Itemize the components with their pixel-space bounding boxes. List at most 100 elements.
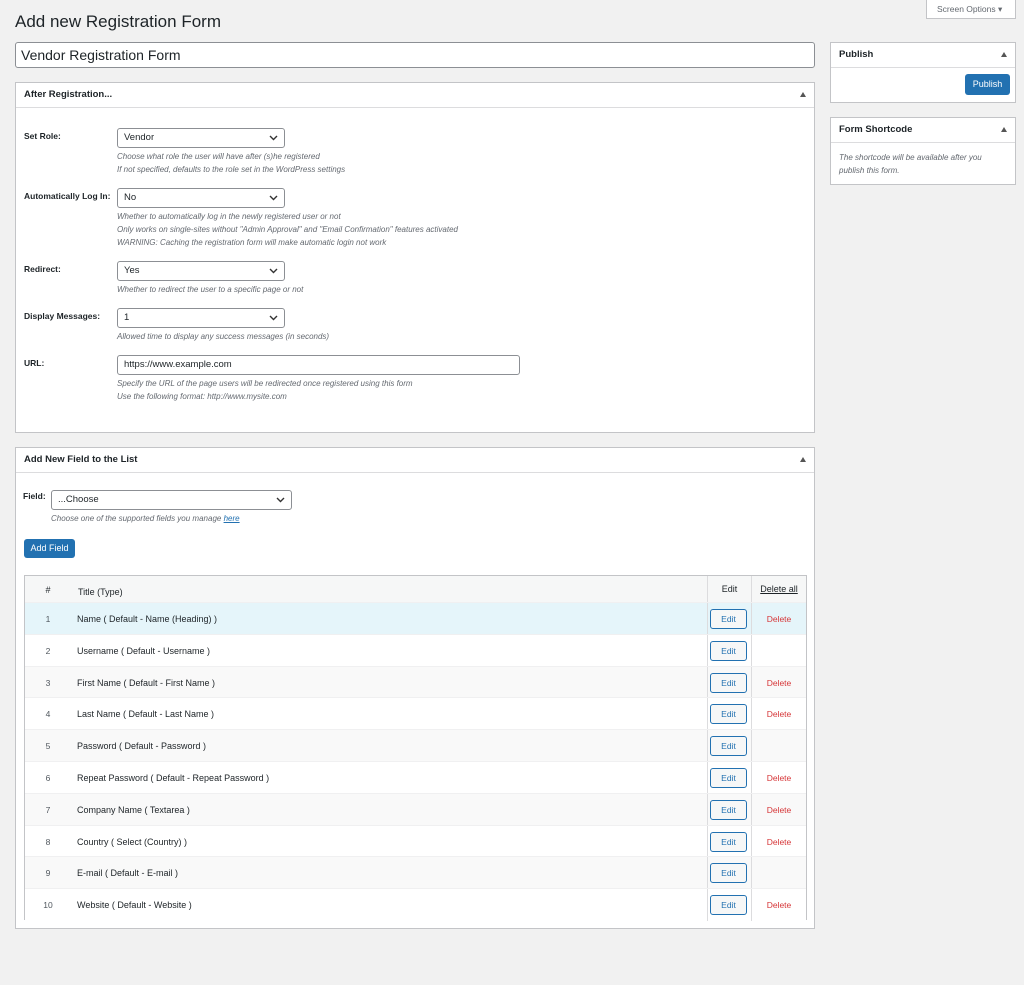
publish-box: Publish Publish (830, 42, 1016, 103)
screen-options-label: Screen Options (937, 4, 996, 14)
table-row: 4 Last Name ( Default - Last Name ) Edit De… (25, 697, 806, 731)
row-number: 6 (45, 773, 51, 783)
chevron (269, 135, 278, 141)
field-help: Allowed time to display any success mess… (117, 332, 330, 341)
help-link[interactable]: here (223, 514, 240, 523)
field-help: Specify the URL of the page users will b… (117, 379, 413, 388)
field-label: URL: (24, 358, 45, 368)
table-header: # Title (Type) Edit Delete all (25, 576, 806, 603)
delete-all[interactable]: Delete all (760, 584, 798, 594)
box-title-text: Form Shortcode (839, 124, 913, 135)
table-row: 1 Name ( Default - Name (Heading) ) Edit De… (25, 602, 806, 635)
table-row: 7 Company Name ( Textarea ) Edit Delete (25, 792, 806, 826)
shortcode-text: The shortcode will be available after yo… (839, 153, 982, 175)
row-title: Name ( Default - Name (Heading) ) (77, 614, 218, 624)
col-divider (707, 793, 752, 826)
col-divider (707, 666, 752, 699)
select-value: https://www.example.com (124, 359, 232, 370)
url-input[interactable]: https://www.example.com (117, 355, 520, 375)
select-value: 1 (124, 312, 130, 323)
row-number: 7 (45, 804, 51, 815)
role-select[interactable]: Vendor (117, 128, 285, 148)
edit-button[interactable]: Edit (710, 863, 747, 884)
edit-button[interactable]: Edit (710, 799, 747, 820)
field-select[interactable]: ...Choose (51, 490, 292, 510)
box-title-text: Publish (839, 49, 874, 60)
field-help: If not specified, defaults to the role s… (117, 165, 346, 174)
row-title: First Name ( Default - First Name ) (77, 677, 216, 688)
row-number: 4 (45, 709, 51, 720)
delete-link[interactable]: Delete (766, 677, 792, 688)
select-value: Yes (124, 265, 140, 276)
select-value: ...Choose (58, 494, 99, 505)
role-select[interactable]: 1 (117, 308, 285, 328)
col-divider (707, 762, 752, 794)
field-label: Automatically Log In: (24, 191, 111, 201)
box-title: After Registration... (16, 83, 814, 108)
screen-options[interactable]: Screen Options ▾ (926, 0, 1016, 19)
edit-button[interactable]: Edit (710, 895, 747, 916)
delete-link[interactable]: Delete (766, 900, 792, 911)
col-divider (707, 698, 752, 731)
shortcode-box: Form Shortcode The shortcode will be ava… (830, 117, 1016, 185)
edit-button[interactable]: Edit (710, 831, 747, 852)
select-value: Vendor (124, 132, 155, 143)
page-title: Add new Registration Form (15, 12, 221, 31)
fields-table: # Title (Type) Edit Delete all 1 Name ( D… (24, 575, 807, 922)
field-label: Display Messages: (24, 311, 101, 321)
table-row: 6 Repeat Password ( Default - Repeat Pass… (25, 761, 806, 794)
edit-button[interactable]: Edit (710, 768, 747, 788)
add-field-button[interactable]: Add Field (24, 539, 75, 558)
edit-button[interactable]: Edit (710, 609, 747, 629)
chevron (269, 195, 278, 201)
row-title: Username ( Default - Username ) (77, 645, 211, 656)
table-row: 2 Username ( Default - Username ) Edit (25, 633, 806, 667)
box-title: Form Shortcode (831, 118, 1015, 143)
delete-link[interactable]: Delete (766, 614, 792, 624)
header-cell: Title (Type) (78, 587, 123, 597)
edit-button[interactable]: Edit (710, 736, 747, 757)
edit-button[interactable]: Edit (710, 640, 747, 661)
form-title-input[interactable]: Vendor Registration Form (15, 42, 815, 68)
field-help: Only works on single-sites without "Admi… (117, 225, 458, 234)
row-title: Country ( Select (Country) ) (77, 836, 188, 847)
chevron (276, 497, 285, 503)
col-divider (707, 857, 752, 890)
publish-button[interactable]: Publish (965, 74, 1010, 95)
help-text: Choose one of the supported fields you m… (51, 514, 222, 523)
header-cell: # (45, 585, 51, 595)
row-number: 1 (45, 614, 51, 624)
col-divider (707, 825, 752, 858)
field-help: Choose what role the user will have afte… (117, 152, 320, 161)
table-row: 5 Password ( Default - Password ) Edit (25, 729, 806, 763)
role-select[interactable]: Yes (117, 261, 285, 281)
field-help: Use the following format: http://www.mys… (117, 392, 287, 401)
role-select[interactable]: No (117, 188, 285, 208)
row-title: Website ( Default - Website ) (77, 900, 192, 911)
field-label: Redirect: (24, 264, 61, 274)
chevron (269, 268, 278, 274)
field-help: Whether to automatically log in the newl… (117, 212, 341, 221)
field-help: Choose one of the supported fields you m… (51, 514, 240, 523)
row-number: 8 (45, 836, 51, 847)
delete-link[interactable]: Delete (766, 709, 792, 720)
select-value: No (124, 192, 137, 203)
box-title: Publish (831, 43, 1015, 68)
delete-link[interactable]: Delete (766, 804, 792, 815)
delete-link[interactable]: Delete (766, 773, 792, 783)
row-number: 3 (45, 677, 51, 688)
table-row: 10 Website ( Default - Website ) Edit Delet… (25, 888, 806, 922)
row-title: Company Name ( Textarea ) (77, 804, 190, 815)
edit-button[interactable]: Edit (710, 704, 747, 725)
box-title-text: Add New Field to the List (24, 454, 138, 465)
table-row: 3 First Name ( Default - First Name ) Edit… (25, 665, 806, 699)
edit-button[interactable]: Edit (710, 672, 747, 693)
after-registration-box: After Registration... Set Role: Vendor Cho… (15, 82, 815, 433)
col-divider (707, 889, 752, 922)
row-title: Password ( Default - Password ) (77, 741, 207, 752)
delete-link[interactable]: Delete (766, 836, 792, 847)
row-title: E-mail ( Default - E-mail ) (77, 868, 179, 879)
field-label: Field: (23, 491, 46, 501)
row-number: 10 (43, 900, 53, 911)
box-title-text: After Registration... (24, 89, 113, 100)
